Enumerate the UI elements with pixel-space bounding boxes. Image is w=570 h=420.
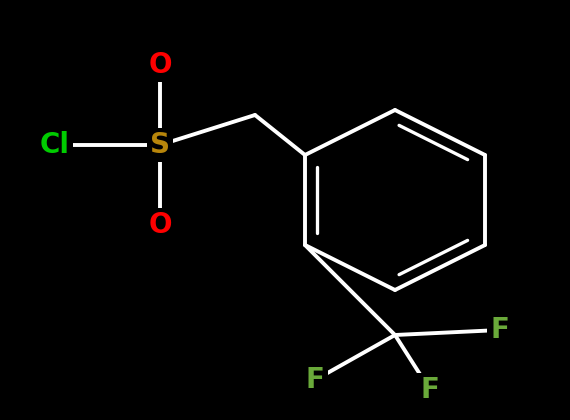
Text: O: O: [148, 211, 172, 239]
Text: S: S: [150, 131, 170, 159]
Text: Cl: Cl: [40, 131, 70, 159]
Text: F: F: [306, 366, 324, 394]
Text: F: F: [491, 316, 510, 344]
Text: O: O: [148, 51, 172, 79]
Text: F: F: [421, 376, 439, 404]
